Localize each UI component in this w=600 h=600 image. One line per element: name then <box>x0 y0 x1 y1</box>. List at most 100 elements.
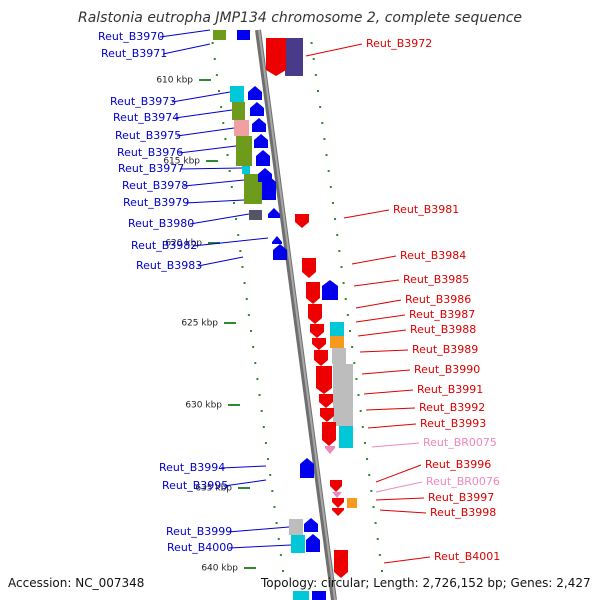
kbp-label: 610 kbp <box>156 76 193 86</box>
gene-label-left: Reut_B3999 <box>166 525 232 538</box>
leader-line <box>361 369 411 375</box>
gene-label-right: Reut_B3990 <box>414 363 480 376</box>
kbp-label: 620 kbp <box>165 239 202 249</box>
leader-line <box>162 43 211 55</box>
topology-summary: Topology: circular; Length: 2,726,152 bp… <box>261 576 591 590</box>
gene-label-left: Reut_B3978 <box>122 179 188 192</box>
reverse-gene-arrow <box>322 422 336 446</box>
forward-gene-arrow <box>262 176 276 200</box>
reverse-gene-arrow <box>320 408 334 422</box>
gene-label-right: Reut_B3986 <box>405 293 471 306</box>
cog-block <box>291 535 305 553</box>
leader-line <box>179 167 243 170</box>
cog-block <box>312 591 326 600</box>
leader-line <box>174 109 233 119</box>
gene-label-left: Reut_B3976 <box>117 146 183 159</box>
reverse-gene-arrow <box>302 258 316 278</box>
reverse-gene-arrow <box>334 550 348 578</box>
forward-gene-arrow <box>250 102 264 116</box>
cog-block <box>293 591 309 600</box>
gene-label-left: Reut_B3995 <box>162 479 228 492</box>
gene-label-right: Reut_B3991 <box>417 383 483 396</box>
reverse-gene-arrow <box>332 508 344 516</box>
gene-label-right: Reut_B3989 <box>412 343 478 356</box>
gene-label-right: Reut_B3997 <box>428 491 494 504</box>
leader-line <box>365 407 416 411</box>
gene-label-right: Reut_B4001 <box>434 550 500 563</box>
cog-block <box>244 174 262 204</box>
leader-line <box>367 423 417 429</box>
leader-line <box>305 43 363 57</box>
gene-label-right: Reut_B3984 <box>400 249 466 262</box>
gene-label-left: Reut_B4000 <box>167 541 233 554</box>
forward-gene-arrow <box>252 118 266 132</box>
leader-line <box>223 479 267 487</box>
leader-line <box>197 256 244 267</box>
gene-label-right: Reut_B3998 <box>430 506 496 519</box>
cog-block <box>232 102 245 120</box>
cog-block <box>332 348 346 364</box>
leader-line <box>192 237 269 247</box>
reverse-gene-arrow <box>314 350 328 366</box>
gene-label-right: Reut_B3988 <box>410 323 476 336</box>
gene-label-left: Reut_B3971 <box>101 47 167 60</box>
gene-label-left: Reut_B3977 <box>118 162 184 175</box>
gene-label-left: Reut_B3975 <box>115 129 181 142</box>
forward-gene-arrow <box>272 236 282 244</box>
gene-label-right: Reut_B3993 <box>420 417 486 430</box>
leader-line <box>227 526 290 533</box>
cog-block <box>230 86 244 102</box>
leader-line <box>355 314 406 323</box>
forward-gene-arrow <box>254 134 268 148</box>
leader-line <box>375 464 422 483</box>
gene-label-right: Reut_BR0076 <box>426 475 500 488</box>
forward-gene-arrow <box>306 534 320 552</box>
kbp-label: 640 kbp <box>201 564 238 574</box>
kbp-label: 625 kbp <box>181 319 218 329</box>
reverse-gene-arrow <box>319 394 333 408</box>
forward-gene-arrow <box>304 518 318 532</box>
kbp-label: 630 kbp <box>185 401 222 411</box>
cog-block <box>249 210 262 220</box>
gene-label-left: Reut_B3973 <box>110 95 176 108</box>
rna-arrow <box>325 446 335 454</box>
cog-block <box>347 498 357 508</box>
gene-label-left: Reut_B3980 <box>128 217 194 230</box>
leader-line <box>178 145 237 154</box>
reverse-gene-arrow <box>306 282 320 304</box>
gene-label-left: Reut_B3994 <box>159 461 225 474</box>
leader-line <box>184 199 245 204</box>
leader-line <box>176 127 235 137</box>
reverse-gene-arrow <box>295 214 309 228</box>
leader-line <box>343 209 390 219</box>
leader-line <box>359 349 409 353</box>
reverse-gene-arrow <box>310 324 324 338</box>
cog-block <box>234 120 249 136</box>
forward-gene-arrow <box>273 244 287 260</box>
gene-label-right: Reut_BR0075 <box>423 436 497 449</box>
leader-line <box>351 255 397 265</box>
gene-label-left: Reut_B3979 <box>123 196 189 209</box>
gene-label-left: Reut_B3983 <box>136 259 202 272</box>
cog-block <box>237 30 250 40</box>
forward-gene-arrow <box>300 458 314 478</box>
gene-label-left: Reut_B3974 <box>113 111 179 124</box>
reverse-gene-arrow <box>330 480 342 492</box>
cog-block <box>242 166 250 174</box>
cog-block <box>333 364 353 426</box>
cog-block <box>285 38 303 76</box>
forward-gene-arrow <box>322 280 338 300</box>
accession-label: Accession: NC_007348 <box>8 576 145 590</box>
leader-line <box>363 389 414 395</box>
map-title: Ralstonia eutropha JMP134 chromosome 2, … <box>77 10 522 26</box>
gene-label-right: Reut_B3985 <box>403 273 469 286</box>
chromosome-backbone-highlight <box>258 29 336 600</box>
reverse-gene-arrow <box>332 498 344 508</box>
leader-line <box>371 442 420 448</box>
cog-block <box>339 426 353 448</box>
cog-block <box>236 136 252 166</box>
cog-block <box>213 30 226 40</box>
kbp-label: 615 kbp <box>163 157 200 167</box>
rna-arrow <box>332 492 342 498</box>
